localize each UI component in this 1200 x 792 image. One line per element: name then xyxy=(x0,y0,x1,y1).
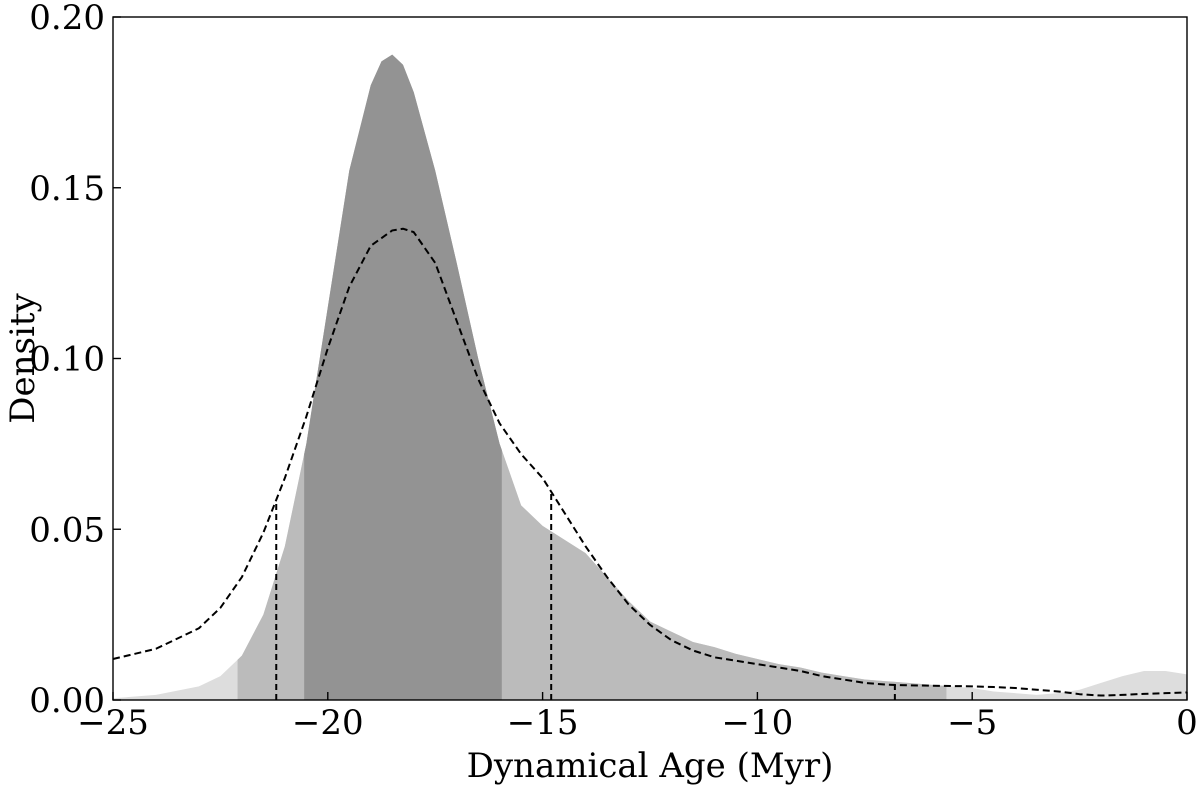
dashed-density-series xyxy=(112,227,1188,697)
x-tick-label: −25 xyxy=(77,703,149,743)
y-tick-label: 0.20 xyxy=(29,0,105,38)
y-axis-label: Density xyxy=(3,292,43,423)
shaded-region-3 xyxy=(304,54,502,700)
x-tick-label: −15 xyxy=(507,703,579,743)
y-tick-label: 0.00 xyxy=(29,681,105,721)
x-tick-label: −20 xyxy=(292,703,364,743)
y-tick-label: 0.15 xyxy=(29,169,105,209)
axis-ticks: −25 −20 −15 −10 −5 0 0.00 0.05 0.10 0.15 0.20 xyxy=(29,0,1198,743)
shaded-density-regions xyxy=(113,54,1187,700)
x-tick-label: −5 xyxy=(947,703,997,743)
dashed-density-curve xyxy=(112,227,1188,697)
interval-markers xyxy=(275,491,896,700)
y-tick-label: 0.10 xyxy=(29,340,105,380)
x-tick-label: −10 xyxy=(722,703,794,743)
y-tick-label: 0.05 xyxy=(29,510,105,550)
x-axis-label: Dynamical Age (Myr) xyxy=(467,746,834,786)
x-tick-label: 0 xyxy=(1176,703,1198,743)
